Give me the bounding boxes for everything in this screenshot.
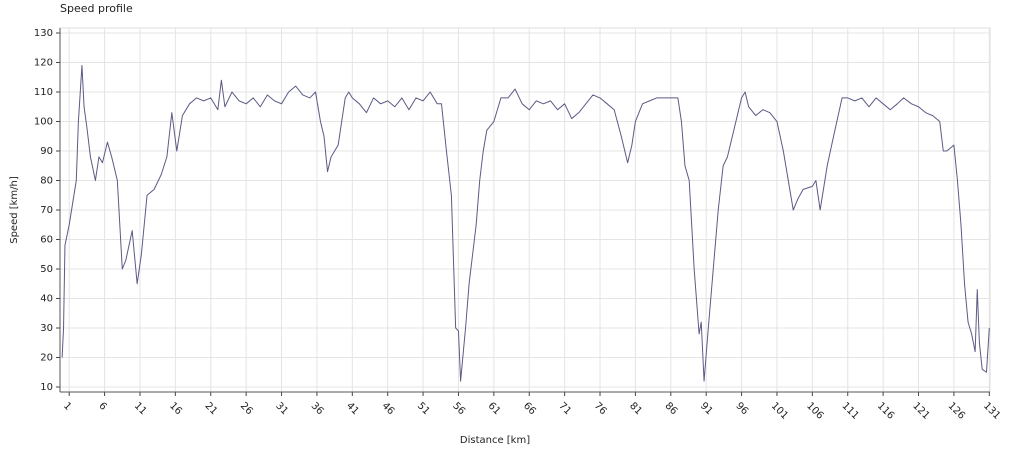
chart-title: Speed profile [60,2,133,15]
x-tick-label: 26 [238,400,255,417]
x-tick-label: 86 [663,400,680,417]
x-tick-label: 106 [804,400,825,421]
x-tick-label: 41 [344,400,361,417]
x-tick-label: 121 [910,400,931,421]
x-tick-label: 61 [486,400,503,417]
y-tick-label: 90 [40,146,53,157]
x-tick-label: 21 [203,400,220,417]
y-axis-label: Speed [km/h] [9,176,20,244]
y-tick-label: 30 [40,323,53,334]
x-tick-label: 36 [309,400,326,417]
x-tick-label: 91 [698,400,715,417]
x-tick-label: 11 [132,400,149,417]
x-tick-label: 111 [839,400,860,421]
plot [61,64,990,382]
y-tick-label: 70 [40,205,53,216]
y-tick-label: 50 [40,264,53,275]
x-tick-label: 66 [521,400,538,417]
x-tick-label: 76 [592,400,609,417]
y-tick-label: 60 [40,234,53,245]
y-tick-label: 120 [34,58,53,69]
y-tick-label: 10 [40,382,53,393]
x-tick-label: 101 [769,400,790,421]
x-tick-label: 51 [415,400,432,417]
speed-line [61,64,990,382]
x-axis-label: Distance [km] [460,435,530,446]
x-tick-label: 116 [875,400,896,421]
x-tick-label: 6 [96,400,108,412]
x-tick-label: 96 [733,400,750,417]
y-tick-label: 80 [40,176,53,187]
y-tick-label: 130 [34,28,53,39]
y-tick-label: 40 [40,293,53,304]
x-tick-label: 131 [981,400,1002,421]
x-tick-label: 46 [379,400,396,417]
y-tick-label: 110 [34,87,53,98]
x-tick-label: 126 [946,400,967,421]
x-tick-label: 31 [273,400,290,417]
y-tick-label: 100 [34,117,53,128]
x-tick-label: 71 [556,400,573,417]
x-tick-label: 1 [61,400,73,412]
x-tick-label: 81 [627,400,644,417]
x-tick-label: 16 [167,400,184,417]
x-tick-label: 56 [450,400,467,417]
grid [56,27,991,396]
y-tick-label: 20 [40,352,53,363]
